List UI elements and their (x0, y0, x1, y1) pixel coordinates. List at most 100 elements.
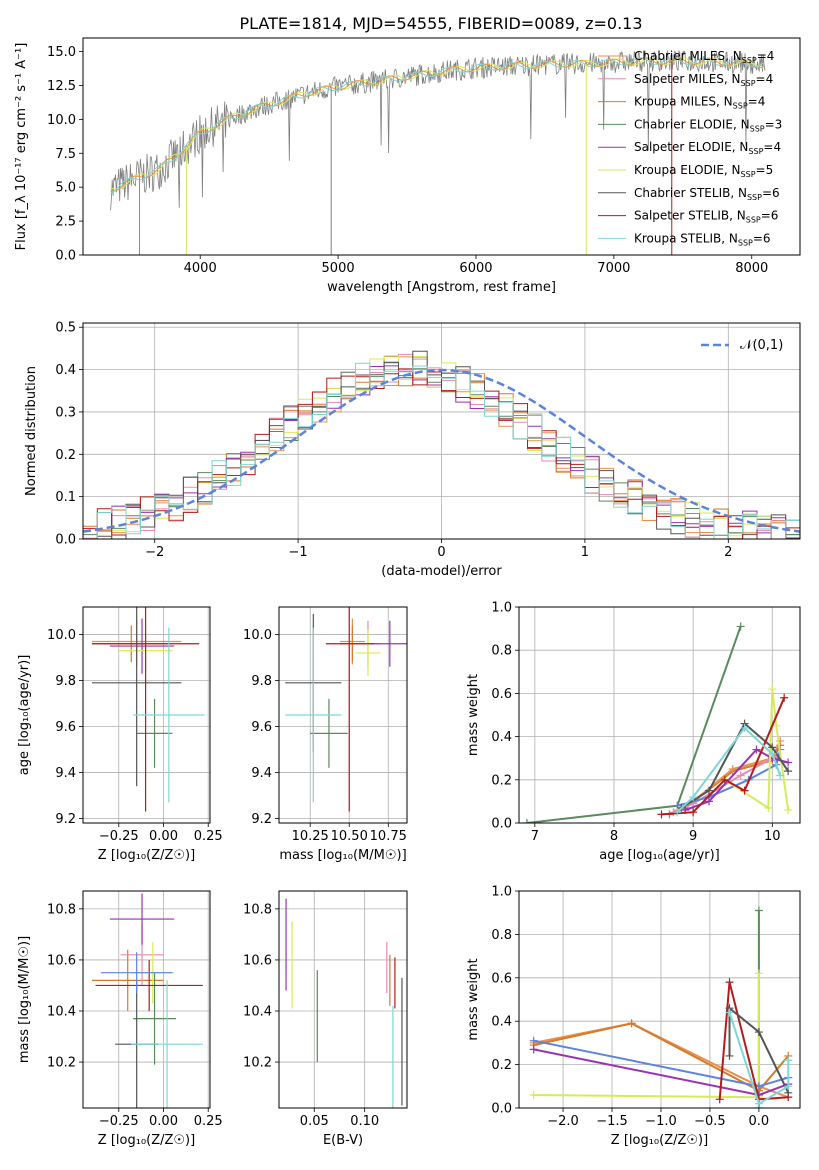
x-tick-label: 4000 (184, 261, 217, 276)
y-tick-label: 0.2 (55, 448, 76, 463)
y-tick-label: 9.6 (55, 720, 76, 735)
y-tick-label: 0.2 (491, 773, 512, 788)
y-tick-label: 1.0 (491, 601, 512, 616)
normal-curve (83, 368, 800, 533)
weight-marker (784, 1082, 793, 1091)
weight-marker (736, 622, 745, 631)
x-tick-label: 0.25 (194, 829, 223, 844)
errorbar-point (109, 893, 175, 945)
x-tick-label: 0.10 (350, 1114, 379, 1129)
age-vs-z-frame (82, 606, 211, 824)
errorbar-point (91, 607, 200, 812)
y-tick-label: 0.0 (491, 1102, 512, 1117)
y-tick-label: 0.0 (55, 249, 76, 264)
model-spectrum (110, 57, 765, 194)
errorbar-point (136, 698, 173, 768)
spectrum-frame (82, 37, 801, 256)
y-tick-label: 7.5 (55, 147, 76, 162)
age-vs-mass-frame (278, 606, 408, 824)
x-tick-label: 10.75 (370, 829, 407, 844)
weight-marker (764, 803, 773, 812)
weight-marker (689, 793, 698, 802)
x-tick-label: 0 (437, 545, 445, 560)
x-tick-label: 10 (764, 829, 781, 844)
x-tick-label: 0.25 (194, 1114, 223, 1129)
y-tick-label: 10.0 (47, 628, 76, 643)
errorbar-point (355, 629, 381, 676)
weight-vs-z-frame (518, 890, 801, 1109)
y-tick-label: 10.2 (47, 1056, 76, 1071)
weight-marker (529, 1045, 538, 1054)
errorbar-point (133, 972, 177, 1065)
y-tick-label: 0.4 (491, 1015, 512, 1030)
y-tick-label: 0.6 (491, 687, 512, 702)
y-tick-label: 9.8 (251, 674, 272, 689)
x-tick-label: 0.00 (149, 829, 178, 844)
weight-marker (522, 819, 531, 823)
weight-marker (725, 1008, 734, 1017)
x-tick-label: 1 (581, 545, 589, 560)
weight-marker (752, 745, 761, 754)
x-tick-label: 0.0 (749, 1114, 770, 1129)
weight-marker (725, 1051, 734, 1060)
weight-marker (657, 810, 666, 819)
x-tick-label: −2.0 (547, 1114, 579, 1129)
y-tick-label: 10.0 (47, 113, 76, 128)
mass-vs-ebv-xlabel: E(B-V) (323, 1133, 363, 1148)
legend-entry: Salpeter MILES, NSSP=4 (634, 72, 773, 88)
y-tick-label: 0.0 (55, 533, 76, 548)
y-tick-label: 1.0 (491, 885, 512, 900)
weight-marker (772, 721, 781, 730)
spectrum-ylabel: Flux [f_λ 10⁻¹⁷ erg cm⁻² s⁻¹ A⁻¹] (14, 43, 29, 251)
histogram-series (83, 362, 800, 539)
y-tick-label: 10.2 (243, 1056, 272, 1071)
y-tick-label: 9.4 (251, 766, 272, 781)
y-tick-label: 2.5 (55, 215, 76, 230)
weight-marker (768, 685, 777, 694)
y-tick-label: 9.2 (55, 812, 76, 827)
spectrum-axes: 4000 5000 6000 7000 8000 0.0 2.5 5.0 7.5 10.0 12.5… (14, 37, 801, 295)
y-tick-label: 0.2 (491, 1058, 512, 1073)
x-tick-label: −0.25 (99, 1114, 139, 1129)
x-tick-label: 8 (610, 829, 618, 844)
y-tick-label: 10.6 (47, 953, 76, 968)
weight-vs-z-ylabel: mass weight (466, 958, 481, 1040)
weight-marker (784, 758, 793, 767)
residuals-ylabel: Normed distribution (24, 366, 39, 496)
age-vs-z-axes: −0.25 0.00 0.25 9.2 9.4 9.6 9.8 10.0 Z [log₁₀(Z/… (17, 606, 223, 863)
errorbar-point (325, 607, 373, 812)
weight-marker (689, 808, 698, 817)
legend-entry: Salpeter STELIB, NSSP=6 (634, 209, 778, 225)
weight-series (533, 1022, 789, 1099)
mass-vs-z-plot (91, 893, 203, 1108)
x-tick-label: −1 (289, 545, 308, 560)
x-tick-label: 10.50 (331, 829, 368, 844)
weight-vs-z-axes: −2.0 −1.5 −1.0 −0.5 0.0 0.0 0.2 0.4 0.6 0.8 1.0 Z [… (466, 885, 801, 1148)
age-vs-mass-xlabel: mass [log₁₀(M/M☉)] (279, 848, 406, 863)
y-tick-label: 0.3 (55, 405, 76, 420)
x-tick-label: 2 (724, 545, 732, 560)
age-vs-z-ylabel: age [log₁₀(age/yr)] (17, 655, 32, 776)
errorbar-point (133, 627, 205, 803)
y-tick-label: 15.0 (47, 45, 76, 60)
errorbar-point (310, 698, 348, 768)
y-tick-label: 9.4 (55, 766, 76, 781)
x-tick-label: 8000 (735, 261, 768, 276)
y-tick-label: 0.4 (55, 363, 76, 378)
spectrum-plot (110, 50, 766, 255)
weight-vs-age-plot (522, 622, 793, 823)
y-tick-label: 9.6 (251, 720, 272, 735)
weight-marker (784, 806, 793, 815)
weight-series (533, 1022, 790, 1092)
y-tick-label: 9.2 (251, 812, 272, 827)
age-vs-z-xlabel: Z [log₁₀(Z/Z☉)] (98, 848, 195, 863)
weight-vs-age-frame (518, 606, 801, 824)
x-tick-label: 0.00 (149, 1114, 178, 1129)
errorbar-point (285, 627, 342, 803)
legend-entry: Kroupa STELIB, NSSP=6 (634, 231, 771, 247)
weight-marker (529, 1036, 538, 1045)
weight-marker (728, 765, 737, 773)
mass-vs-ebv-plot (285, 898, 403, 1108)
weight-marker (784, 767, 793, 776)
y-tick-label: 5.0 (55, 181, 76, 196)
